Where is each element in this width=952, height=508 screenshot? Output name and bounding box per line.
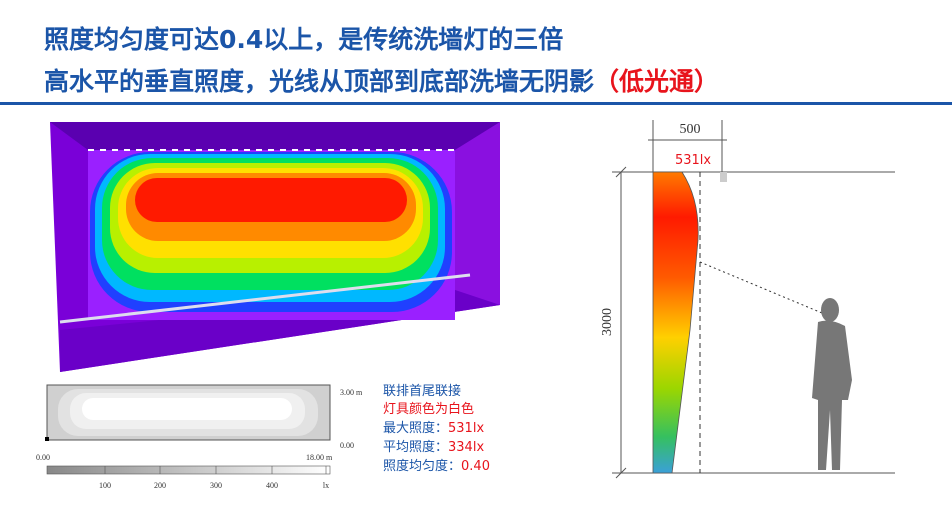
note-label: 平均照度： xyxy=(383,439,448,455)
scale-label: 100 xyxy=(99,481,111,490)
note: 灯具颜色为白色 xyxy=(383,401,474,417)
note: 最大照度：531lx xyxy=(383,420,484,436)
note-value: 0.40 xyxy=(461,459,490,474)
note: 平均照度：334lx xyxy=(383,439,484,455)
title-highlight: （低光通） xyxy=(594,67,719,96)
render xyxy=(50,122,500,372)
note-value: 334lx xyxy=(448,440,484,455)
note-label: 照度均匀度： xyxy=(383,458,461,474)
person xyxy=(812,298,852,470)
axis-label: 0.00 xyxy=(36,453,50,462)
plan: 3.00 m 0.00 0.00 18.00 m 100 200 300 400 lx xyxy=(36,384,363,490)
note: 联排首尾联接 xyxy=(383,383,461,399)
title-text: 高水平的垂直照度，光线从顶部到底部洗墙无阴影 xyxy=(44,67,594,96)
scale-label: 300 xyxy=(210,481,222,490)
scale-label: 200 xyxy=(154,481,166,490)
scale-label: lx xyxy=(323,481,329,490)
title-line: 高水平的垂直照度，光线从顶部到底部洗墙无阴影（低光通） xyxy=(44,67,719,96)
axis-label: 0.00 xyxy=(340,441,354,450)
notes: 联排首尾联接 灯具颜色为白色 最大照度：531lx 平均照度：334lx 照度均… xyxy=(383,383,490,474)
dim-label: 3000 xyxy=(600,308,615,336)
divider xyxy=(0,102,952,105)
axis-label: 18.00 m xyxy=(306,453,333,462)
axis-label: 3.00 m xyxy=(340,388,363,397)
title-line: 照度均匀度可达0.4以上，是传统洗墙灯的三倍 xyxy=(44,25,563,54)
note-label: 最大照度： xyxy=(383,420,448,436)
note-value: 531lx xyxy=(448,421,484,436)
peak-label: 531lx xyxy=(675,153,711,168)
scale-label: 400 xyxy=(266,481,278,490)
dim-label: 500 xyxy=(680,122,701,137)
section: 500 531lx 3000 xyxy=(600,120,895,479)
note: 照度均匀度：0.40 xyxy=(383,458,490,474)
